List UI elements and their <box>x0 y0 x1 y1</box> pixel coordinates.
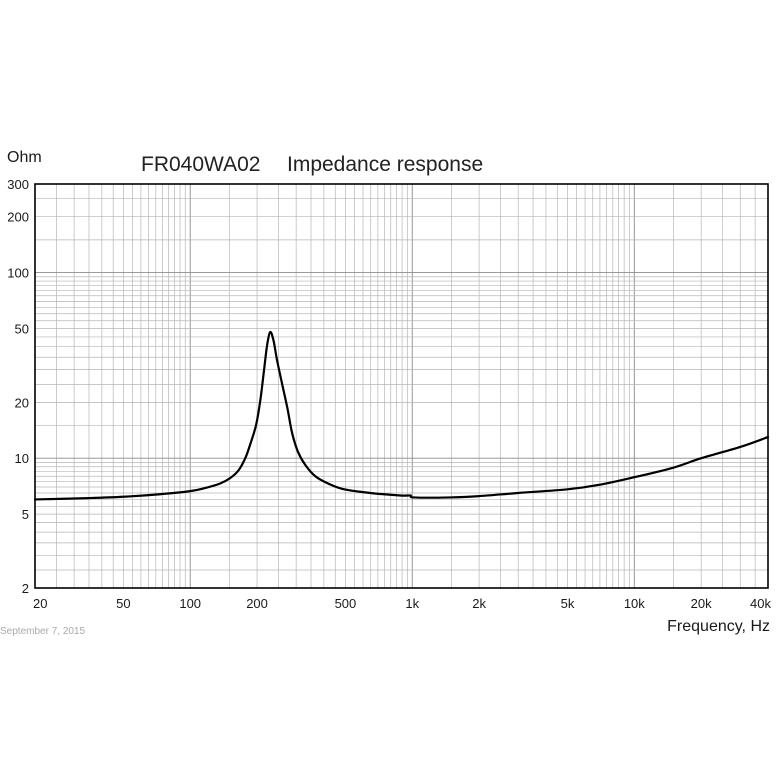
x-tick-label: 50 <box>116 596 130 611</box>
x-tick-label: 20k <box>691 596 712 611</box>
x-tick-label: 100 <box>179 596 201 611</box>
y-tick-label: 50 <box>15 321 29 336</box>
x-axis-label: Frequency, Hz <box>667 618 770 635</box>
impedance-curve <box>33 330 770 501</box>
y-tick-label: 200 <box>7 210 29 225</box>
x-tick-label: 1k <box>405 596 419 611</box>
y-tick-label: 10 <box>15 451 29 466</box>
y-tick-label: 2 <box>22 581 29 596</box>
x-tick-label: 5k <box>561 596 575 611</box>
x-tick-label: 200 <box>246 596 268 611</box>
chart-title: FR040WA02 <box>141 153 261 176</box>
grid <box>35 184 768 588</box>
y-tick-label: 300 <box>7 177 29 192</box>
y-tick-label: 100 <box>7 266 29 281</box>
x-tick-label: 500 <box>335 596 357 611</box>
chart-subtitle: Impedance response <box>287 153 484 176</box>
date-stamp: September 7, 2015 <box>0 626 86 637</box>
x-tick-label: 40k <box>750 596 771 611</box>
x-tick-label: 10k <box>624 596 645 611</box>
x-tick-labels: 20 50 100 200 500 1k 2k 5k 10k 20k 40k <box>33 596 771 611</box>
y-tick-label: 20 <box>15 395 29 410</box>
plot-frame <box>34 183 769 589</box>
x-tick-label: 20 <box>33 596 47 611</box>
y-tick-labels: 300 200 100 50 20 10 5 2 <box>7 177 29 596</box>
y-axis-label: Ohm <box>7 149 42 166</box>
x-tick-label: 2k <box>472 596 486 611</box>
y-tick-label: 5 <box>22 507 29 522</box>
